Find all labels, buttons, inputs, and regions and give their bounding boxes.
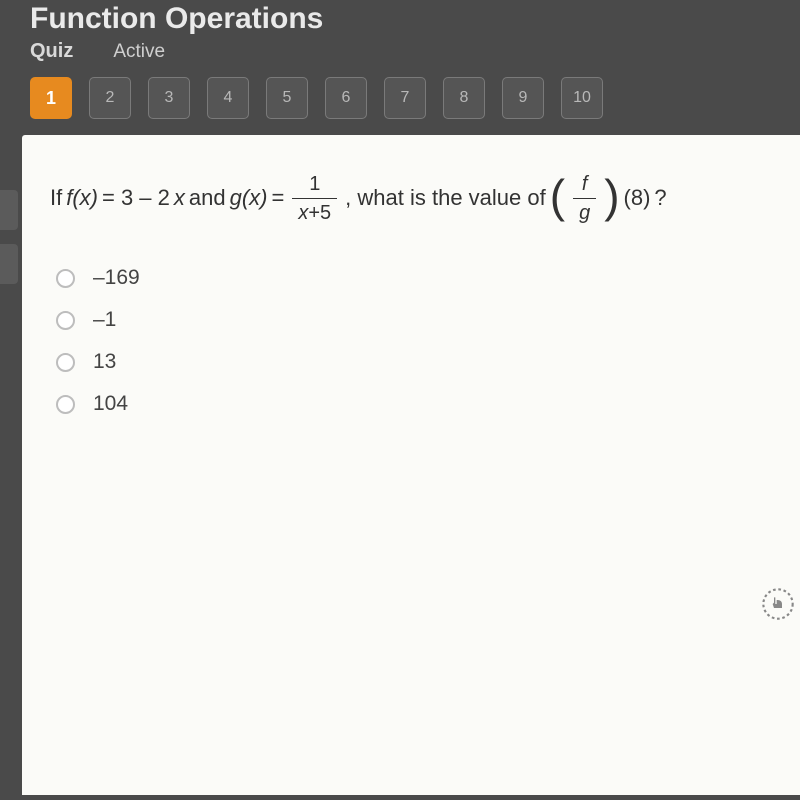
question-nav: 1 2 3 4 5 6 7 8 9 10 [0,77,800,135]
answer-label: –169 [93,266,140,290]
question-nav-2[interactable]: 2 [89,77,131,119]
answer-option-4[interactable]: 104 [56,392,772,416]
q-qmark: ? [654,184,666,213]
subheader: Quiz Active [30,40,776,77]
q-frac1-num: 1 [303,171,326,198]
q-gx: g(x) [230,184,268,213]
question-content: If f(x) = 3 – 2x and g(x) = 1 x+5 , what… [22,135,800,795]
answer-label: 104 [93,392,128,416]
q-frac2-num: f [576,171,594,198]
question-nav-4[interactable]: 4 [207,77,249,119]
question-text: If f(x) = 3 – 2x and g(x) = 1 x+5 , what… [50,171,772,226]
q-x1: x [174,184,185,213]
q-frac2-den: g [573,198,596,226]
answer-option-1[interactable]: –169 [56,266,772,290]
side-tabs [0,190,18,284]
question-nav-5[interactable]: 5 [266,77,308,119]
pointer-cursor-icon [762,588,794,620]
quiz-label: Quiz [30,40,73,63]
q-fx: f(x) [66,184,98,213]
q-eq2: = [272,184,285,213]
answer-label: 13 [93,350,116,374]
question-nav-9[interactable]: 9 [502,77,544,119]
question-nav-6[interactable]: 6 [325,77,367,119]
radio-icon [56,353,75,372]
q-arg: (8) [624,184,651,213]
answer-option-2[interactable]: –1 [56,308,772,332]
q-frac2: f g [573,171,596,226]
q-frac1: 1 x+5 [292,171,337,226]
q-and: and [189,184,226,213]
question-nav-1[interactable]: 1 [30,77,72,119]
radio-icon [56,311,75,330]
side-tab-2[interactable] [0,244,18,284]
paren-close: ) [604,178,619,215]
page-title: Function Operations [30,0,776,40]
question-nav-7[interactable]: 7 [384,77,426,119]
question-nav-3[interactable]: 3 [148,77,190,119]
radio-icon [56,269,75,288]
side-tab-1[interactable] [0,190,18,230]
q-prefix: If [50,184,62,213]
answer-label: –1 [93,308,116,332]
question-nav-10[interactable]: 10 [561,77,603,119]
radio-icon [56,395,75,414]
paren-open: ( [550,178,565,215]
answer-option-3[interactable]: 13 [56,350,772,374]
answer-list: –169 –1 13 104 [50,266,772,416]
question-nav-8[interactable]: 8 [443,77,485,119]
quiz-status: Active [113,41,165,63]
q-frac1-den: x+5 [292,198,337,226]
q-mid: , what is the value of [345,184,546,213]
q-eq1: = 3 – 2 [102,184,170,213]
quiz-header: Function Operations Quiz Active [0,0,800,77]
